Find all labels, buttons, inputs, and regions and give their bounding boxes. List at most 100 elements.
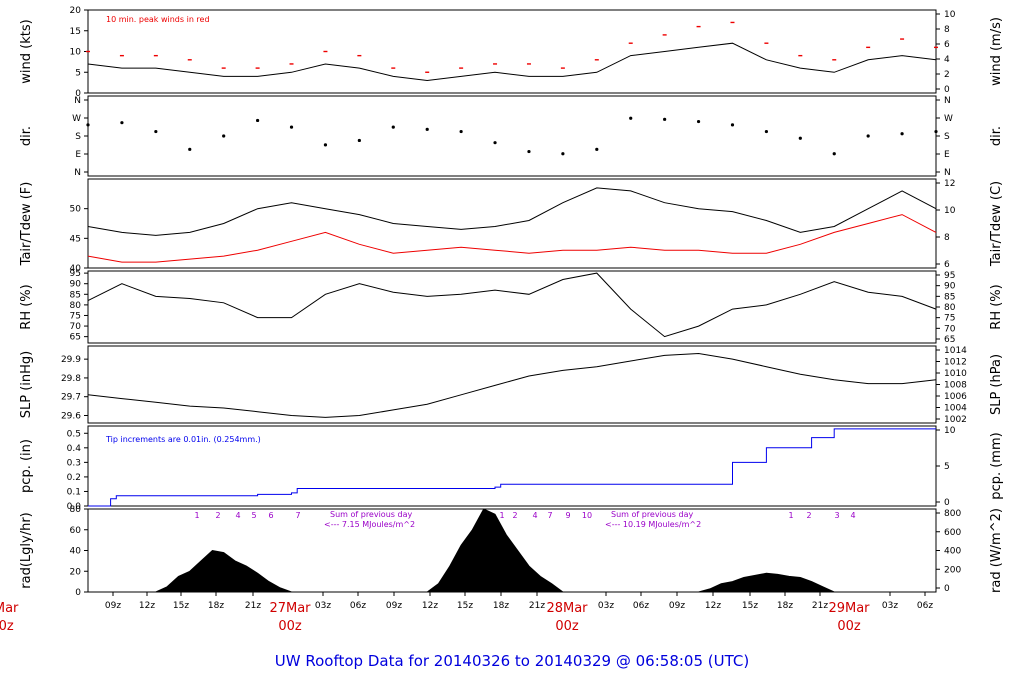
- y2-axis-label: RH (%): [989, 284, 1004, 329]
- y-tick-label: 50: [70, 205, 82, 215]
- x-tick-label: 03z: [882, 601, 898, 611]
- y-tick-label: S: [75, 132, 81, 142]
- x-tick-label: 12z: [139, 601, 155, 611]
- y-tick-label: 85: [70, 290, 81, 300]
- panel-temp: 40 45 50 6 8 10 12 Tair/Tdew (F) Tair/Tdew (C): [19, 178, 1004, 274]
- y-axis-label: rad(Lgly/hr): [19, 512, 34, 588]
- annotation: Sum of previous day: [611, 510, 693, 519]
- day-label: 27Mar: [269, 601, 311, 616]
- marker-label: 2: [512, 511, 517, 520]
- y2-axis-label: wind (m/s): [989, 17, 1004, 86]
- data-point: [357, 138, 361, 143]
- data-point: [289, 125, 294, 129]
- y2-tick-label: 10: [944, 206, 956, 216]
- panel-frame: [87, 345, 937, 424]
- y-tick-label: 40: [70, 547, 82, 557]
- data-point: [900, 132, 904, 136]
- y-tick-label: 65: [70, 333, 81, 343]
- data-point: [832, 152, 836, 156]
- data-point: [459, 129, 463, 134]
- data-point: [561, 152, 565, 156]
- day-hour-label: 00z: [837, 619, 861, 634]
- x-tick-label: 06z: [633, 601, 649, 611]
- data-point: [595, 147, 599, 151]
- y2-tick-label: 1014: [944, 346, 967, 356]
- y2-tick-label: 2: [944, 70, 950, 80]
- x-tick-label: 03z: [598, 601, 614, 611]
- y-tick-label: 29.6: [61, 411, 81, 421]
- y2-tick-label: 10: [944, 10, 956, 20]
- marker-label: 6: [268, 511, 273, 520]
- x-tick-label: 12z: [422, 601, 438, 611]
- y-tick-label: 20: [70, 6, 82, 16]
- y-tick-label: 0.5: [67, 429, 81, 439]
- y2-tick-label: 70: [944, 324, 956, 334]
- y-tick-label: 0: [75, 89, 81, 99]
- y2-axis-label: SLP (hPa): [989, 354, 1004, 415]
- series-area: [155, 508, 835, 593]
- y2-tick-label: S: [944, 132, 950, 142]
- panel-pcp: 0.0 0.1 0.2 0.3 0.4 0.5 0 5 10 pcp. (in) pcp. (mm)…: [19, 425, 1004, 512]
- y-tick-label: E: [75, 150, 81, 160]
- data-point: [188, 147, 192, 151]
- x-tick-label: 21z: [245, 601, 261, 611]
- marker-label: 7: [295, 511, 300, 520]
- y2-tick-label: 6: [944, 260, 950, 270]
- y2-tick-label: 0: [944, 498, 950, 508]
- y-tick-label: 29.7: [61, 393, 81, 403]
- y2-tick-label: 1012: [944, 358, 967, 368]
- data-point: [323, 143, 328, 147]
- data-point: [934, 129, 938, 134]
- y-tick-label: 90: [70, 280, 82, 290]
- y-tick-label: N: [74, 168, 81, 178]
- annotation: 10 min. peak winds in red: [106, 15, 210, 24]
- data-point: [629, 116, 633, 120]
- y2-tick-label: 85: [944, 292, 955, 302]
- y-axis-label: SLP (inHg): [19, 351, 34, 419]
- x-tick-label: 18z: [208, 601, 224, 611]
- y-tick-label: 40: [70, 264, 82, 274]
- y-tick-label: 60: [70, 526, 82, 536]
- y2-tick-label: 0: [944, 85, 950, 95]
- x-tick-label: 18z: [777, 601, 793, 611]
- y2-axis-label: pcp. (mm): [989, 432, 1004, 499]
- y2-tick-label: 0: [944, 584, 950, 594]
- data-point: [798, 136, 802, 140]
- x-tick-label: 09z: [105, 601, 121, 611]
- marker-label: 4: [532, 511, 537, 520]
- marker-label: 5: [251, 511, 256, 520]
- y-tick-label: W: [72, 114, 81, 124]
- series-line: [87, 272, 937, 338]
- y2-tick-label: N: [944, 168, 951, 178]
- series-line: [87, 214, 937, 263]
- page-title: UW Rooftop Data for 20140326 to 20140329…: [275, 652, 749, 670]
- series-line: [88, 428, 936, 507]
- y2-tick-label: 400: [944, 547, 961, 557]
- y2-tick-label: 80: [944, 303, 956, 313]
- y-tick-label: 45: [70, 234, 81, 244]
- y2-tick-label: 75: [944, 314, 955, 324]
- data-point: [120, 121, 124, 125]
- y2-tick-label: 800: [944, 509, 961, 519]
- panel-frame: [87, 270, 937, 344]
- x-tick-label: 15z: [742, 601, 758, 611]
- data-point: [493, 141, 497, 145]
- marker-label: 9: [565, 511, 570, 520]
- time-axis: 09z 12z 15z 18z 21z 03z 06z 09z 12z 15z 18z 21z 03z 0…: [0, 592, 933, 634]
- series-line: [87, 352, 937, 418]
- y-tick-label: 0.3: [67, 458, 81, 468]
- y-axis-label: wind (kts): [19, 19, 34, 83]
- panel-frame: [87, 95, 937, 177]
- marker-label: 2: [806, 511, 811, 520]
- y-tick-label: 20: [70, 567, 82, 577]
- x-tick-label: 15z: [173, 601, 189, 611]
- y-tick-label: 0.1: [67, 487, 81, 497]
- y-tick-label: 5: [75, 68, 81, 78]
- y2-tick-label: 90: [944, 282, 956, 292]
- y2-axis-label: Tair/Tdew (C): [989, 181, 1004, 267]
- y2-tick-label: 6: [944, 40, 950, 50]
- y-tick-label: N: [74, 96, 81, 106]
- x-tick-label: 09z: [669, 601, 685, 611]
- y2-tick-label: 1010: [944, 369, 967, 379]
- data-point: [256, 118, 260, 123]
